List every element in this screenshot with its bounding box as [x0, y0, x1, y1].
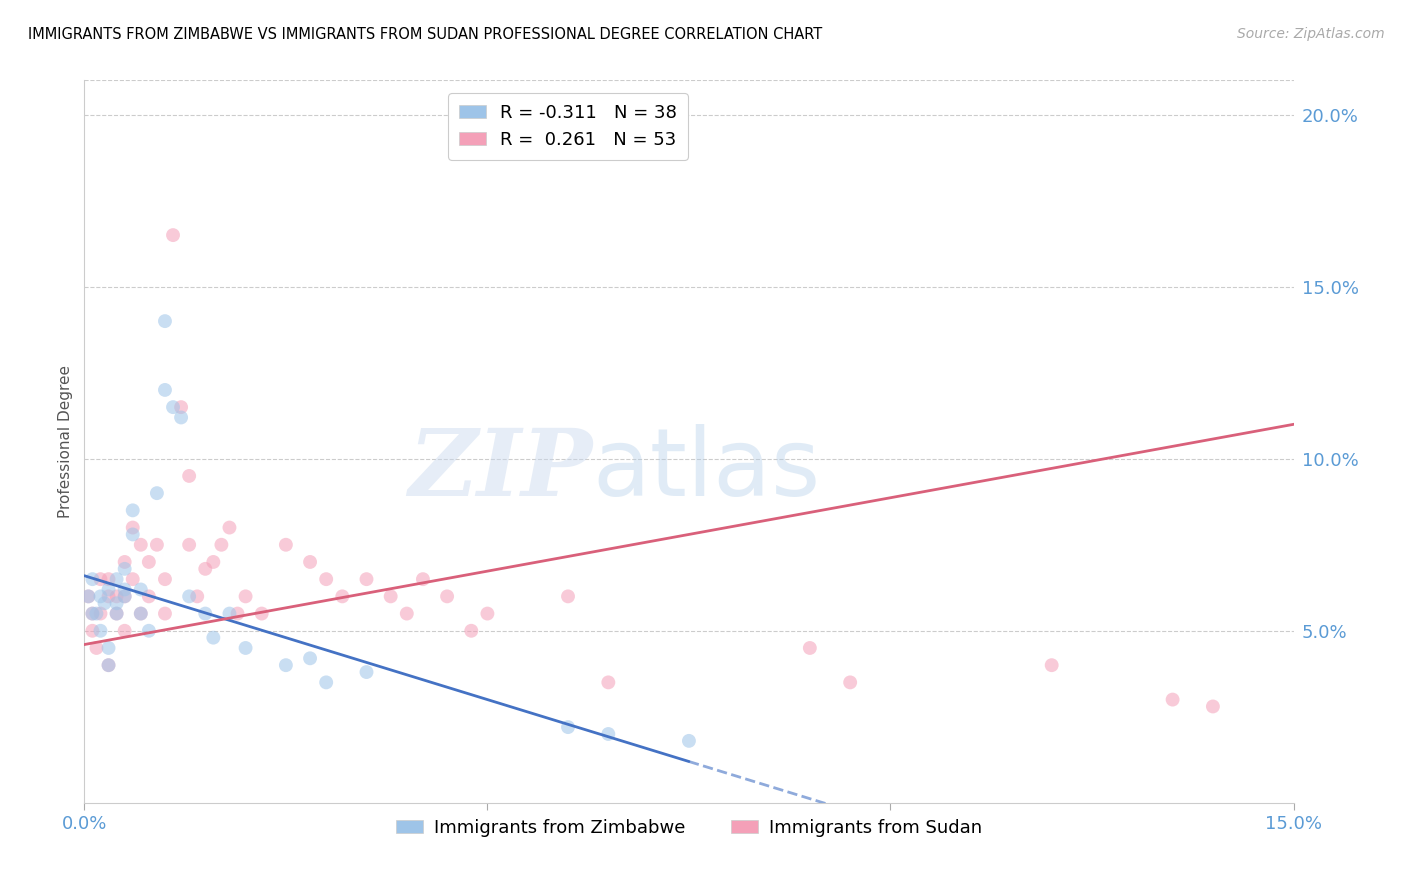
- Point: [194, 562, 217, 576]
- Point: [194, 607, 217, 621]
- Point: [250, 607, 273, 621]
- Point: [299, 555, 322, 569]
- Point: [315, 675, 337, 690]
- Point: [89, 572, 111, 586]
- Point: [162, 228, 184, 243]
- Point: [77, 590, 100, 604]
- Point: [82, 607, 104, 621]
- Point: [315, 572, 337, 586]
- Point: [105, 596, 128, 610]
- Point: [557, 590, 579, 604]
- Point: [114, 582, 136, 597]
- Point: [146, 486, 169, 500]
- Point: [153, 607, 176, 621]
- Point: [121, 503, 143, 517]
- Point: [356, 665, 378, 679]
- Point: [97, 590, 120, 604]
- Point: [153, 572, 176, 586]
- Point: [89, 590, 111, 604]
- Point: [97, 658, 120, 673]
- Point: [1202, 699, 1225, 714]
- Y-axis label: Professional Degree: Professional Degree: [58, 365, 73, 518]
- Point: [209, 538, 232, 552]
- Point: [557, 720, 579, 734]
- Point: [114, 590, 136, 604]
- Point: [105, 590, 128, 604]
- Point: [179, 469, 201, 483]
- Point: [218, 607, 240, 621]
- Point: [97, 658, 120, 673]
- Point: [162, 400, 184, 414]
- Text: atlas: atlas: [592, 425, 821, 516]
- Point: [82, 624, 104, 638]
- Point: [93, 596, 115, 610]
- Point: [105, 572, 128, 586]
- Point: [170, 410, 193, 425]
- Point: [436, 590, 458, 604]
- Point: [179, 538, 201, 552]
- Point: [89, 624, 111, 638]
- Legend: Immigrants from Zimbabwe, Immigrants from Sudan: Immigrants from Zimbabwe, Immigrants fro…: [389, 812, 988, 845]
- Point: [330, 590, 353, 604]
- Point: [121, 527, 143, 541]
- Point: [274, 658, 297, 673]
- Point: [82, 607, 104, 621]
- Point: [218, 520, 240, 534]
- Point: [460, 624, 482, 638]
- Point: [477, 607, 499, 621]
- Point: [89, 607, 111, 621]
- Point: [380, 590, 402, 604]
- Point: [299, 651, 322, 665]
- Point: [170, 400, 193, 414]
- Point: [799, 640, 821, 655]
- Point: [235, 640, 257, 655]
- Point: [678, 734, 700, 748]
- Point: [146, 538, 169, 552]
- Point: [598, 727, 620, 741]
- Point: [138, 624, 160, 638]
- Point: [138, 590, 160, 604]
- Point: [1040, 658, 1063, 673]
- Point: [179, 590, 201, 604]
- Point: [114, 562, 136, 576]
- Point: [153, 383, 176, 397]
- Point: [235, 590, 257, 604]
- Text: Source: ZipAtlas.com: Source: ZipAtlas.com: [1237, 27, 1385, 41]
- Point: [114, 624, 136, 638]
- Point: [114, 590, 136, 604]
- Point: [226, 607, 249, 621]
- Point: [129, 538, 152, 552]
- Point: [105, 607, 128, 621]
- Point: [121, 572, 143, 586]
- Point: [114, 555, 136, 569]
- Point: [356, 572, 378, 586]
- Point: [82, 572, 104, 586]
- Point: [121, 520, 143, 534]
- Point: [202, 631, 225, 645]
- Point: [138, 555, 160, 569]
- Point: [274, 538, 297, 552]
- Point: [105, 607, 128, 621]
- Point: [97, 572, 120, 586]
- Point: [97, 640, 120, 655]
- Point: [129, 582, 152, 597]
- Point: [412, 572, 434, 586]
- Point: [86, 640, 108, 655]
- Point: [1161, 692, 1184, 706]
- Point: [129, 607, 152, 621]
- Point: [86, 607, 108, 621]
- Point: [839, 675, 862, 690]
- Text: ZIP: ZIP: [408, 425, 592, 516]
- Point: [97, 582, 120, 597]
- Point: [186, 590, 208, 604]
- Point: [202, 555, 225, 569]
- Point: [129, 607, 152, 621]
- Point: [77, 590, 100, 604]
- Point: [153, 314, 176, 328]
- Point: [395, 607, 418, 621]
- Text: IMMIGRANTS FROM ZIMBABWE VS IMMIGRANTS FROM SUDAN PROFESSIONAL DEGREE CORRELATIO: IMMIGRANTS FROM ZIMBABWE VS IMMIGRANTS F…: [28, 27, 823, 42]
- Point: [598, 675, 620, 690]
